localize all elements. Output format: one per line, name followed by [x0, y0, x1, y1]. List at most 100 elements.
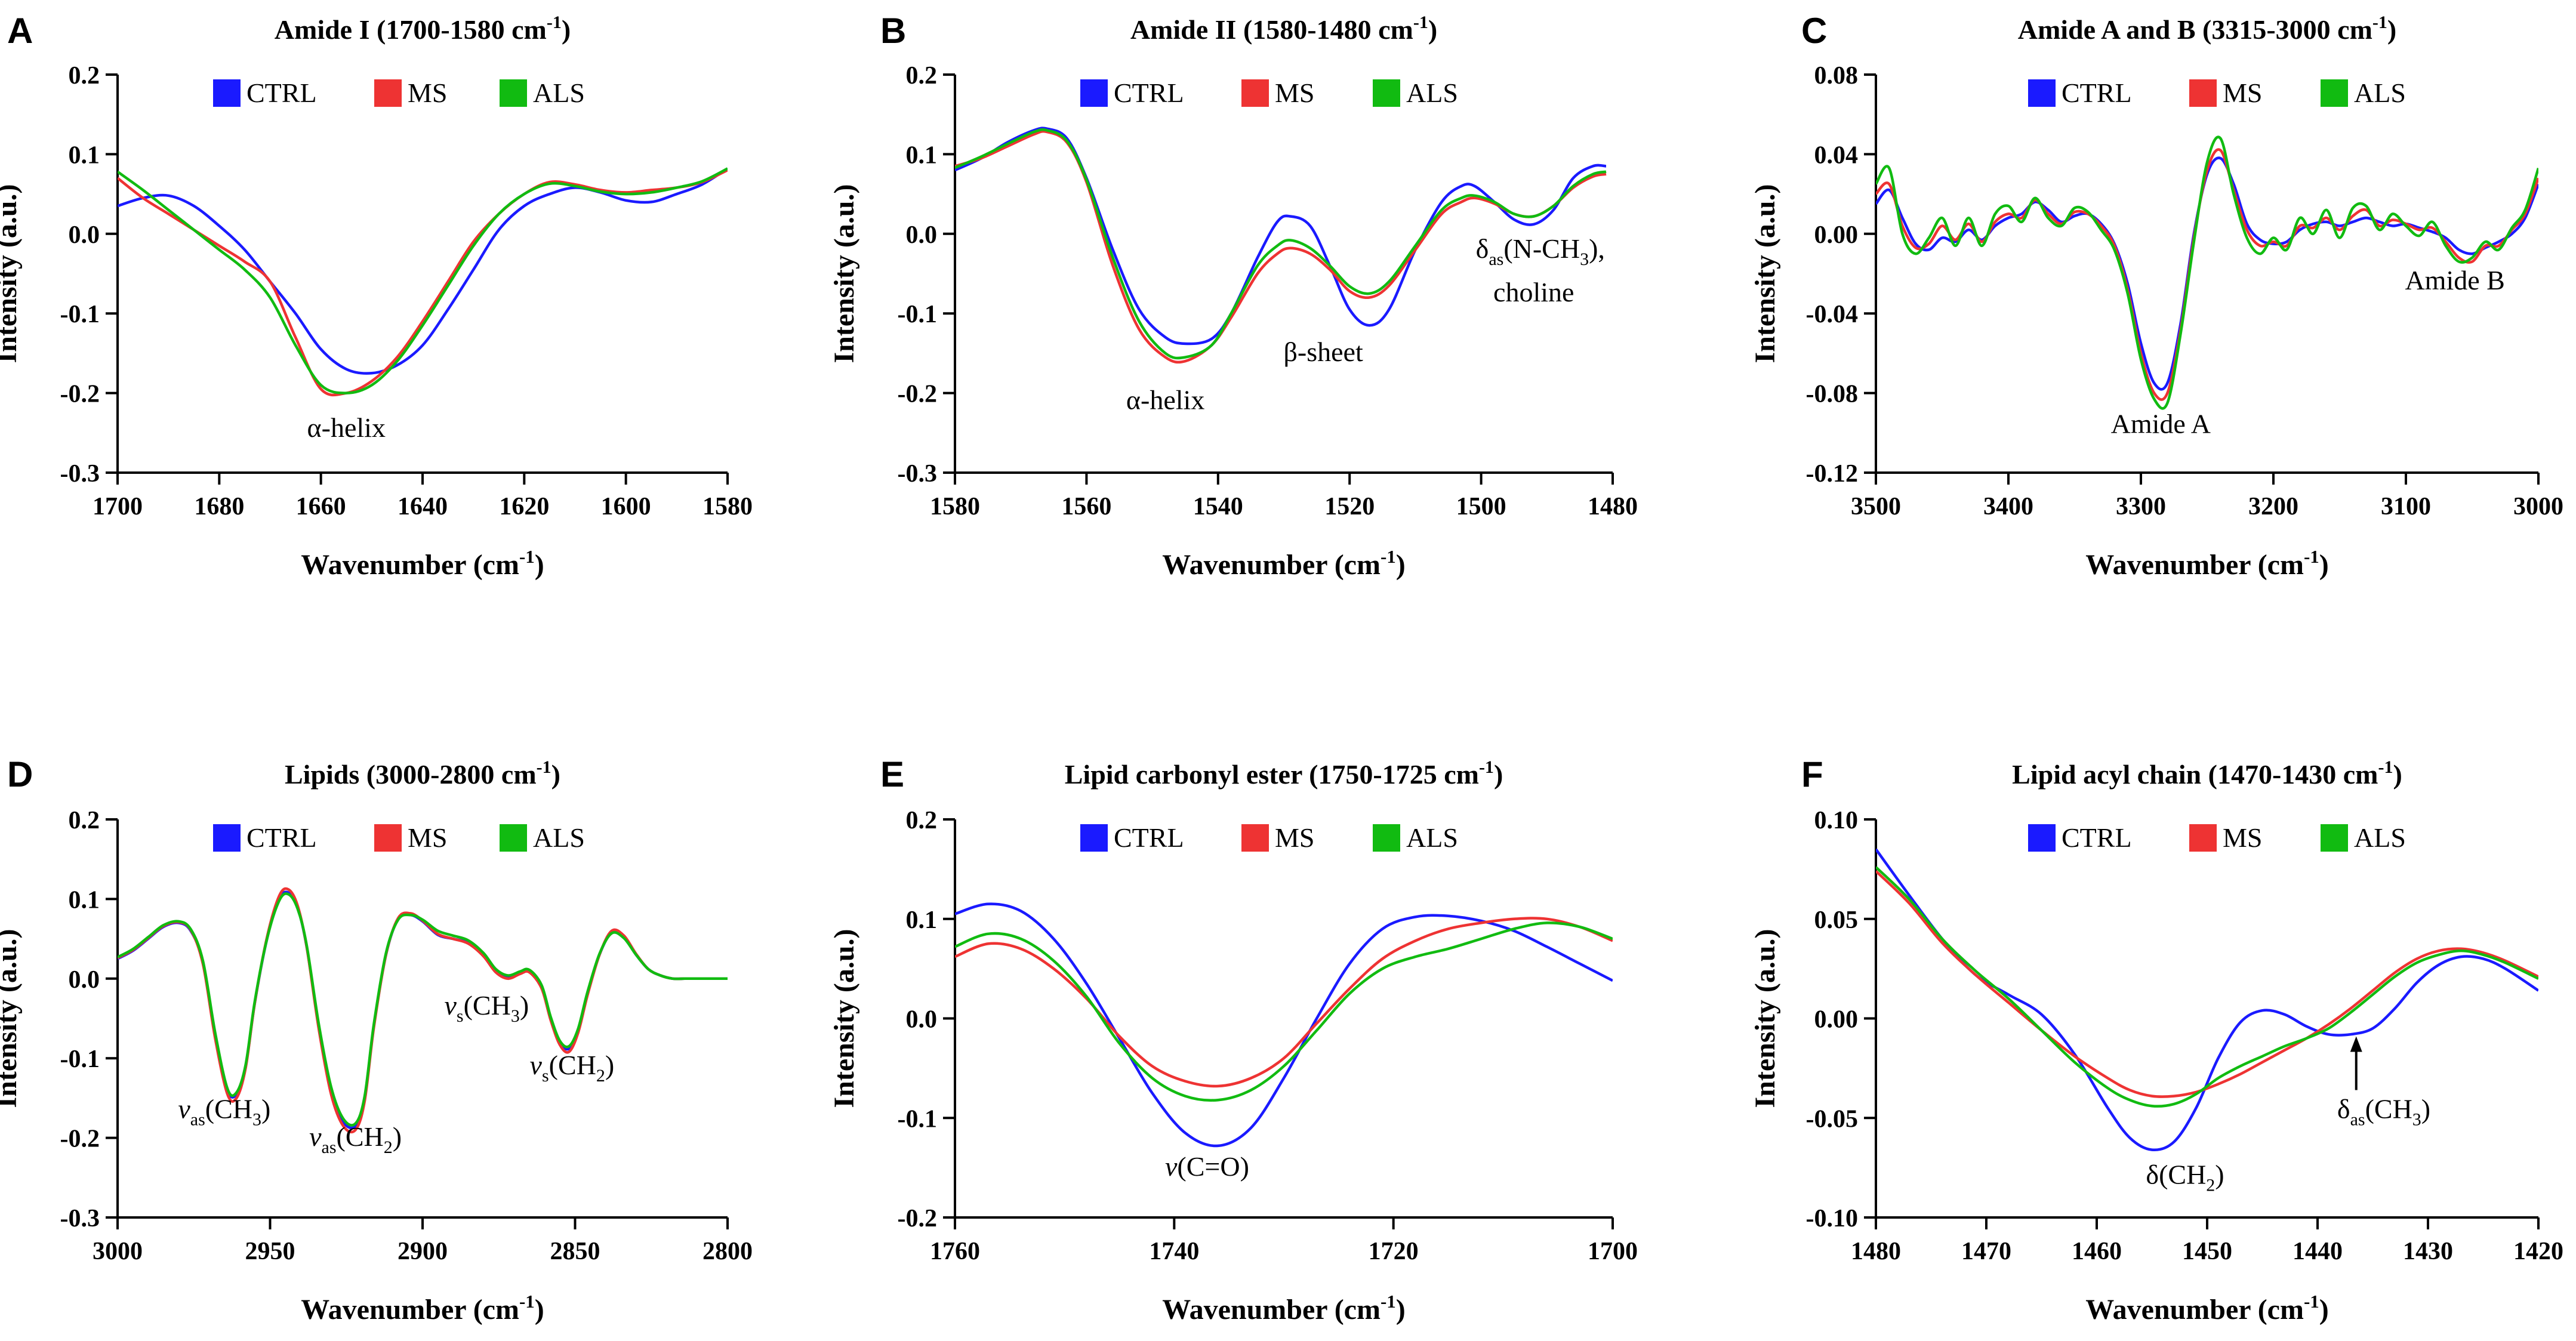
panel-letter: F: [1801, 754, 1823, 794]
y-tick-label: 0.2: [906, 62, 938, 90]
series-line-ms: [1876, 870, 2538, 1098]
y-axis-label: Intensity (a.u.): [1749, 184, 1781, 363]
legend-swatch-als: [2321, 824, 2348, 852]
panel-letter: A: [7, 11, 33, 51]
series-line-ms: [118, 169, 728, 397]
y-tick-label: 0.10: [1814, 807, 1859, 834]
legend-label-ms: MS: [1275, 822, 1314, 853]
legend-swatch-ms: [374, 824, 402, 852]
x-tick-label: 3000: [2513, 493, 2563, 520]
legend-swatch-ms: [2189, 824, 2217, 852]
x-tick-label: 1760: [930, 1238, 980, 1265]
x-tick-label: 1620: [499, 493, 549, 520]
x-tick-label: 1420: [2513, 1238, 2563, 1265]
y-axis-label: Intensity (a.u.): [0, 184, 23, 363]
chart-title: Lipid carbonyl ester (1750-1725 cm-1): [1065, 757, 1503, 790]
y-tick-label: -0.1: [898, 301, 938, 328]
legend-swatch-als: [1373, 824, 1400, 852]
x-axis-label: Wavenumber (cm-1): [2085, 546, 2329, 581]
x-axis-label: Wavenumber (cm-1): [1162, 1291, 1406, 1325]
panel-c: C Amide A and B (3315-3000 cm-1) -0.12 -0.0…: [1749, 11, 2563, 581]
legend-swatch-ms: [1241, 824, 1269, 852]
y-tick-label: -0.2: [60, 1126, 100, 1153]
x-tick-label: 1430: [2403, 1238, 2453, 1265]
legend-swatch-ctrl: [2028, 824, 2056, 852]
legend-swatch-ms: [374, 79, 402, 107]
legend-swatch-ctrl: [1080, 79, 1108, 107]
legend-label-ms: MS: [2223, 822, 2262, 853]
x-axis-label: Wavenumber (cm-1): [1162, 546, 1406, 581]
x-tick-label: 3100: [2381, 493, 2431, 520]
series-line-als: [955, 128, 1607, 360]
y-tick-label: 0.2: [906, 807, 938, 834]
y-tick-label: -0.12: [1806, 460, 1859, 488]
x-tick-label: 3300: [2116, 493, 2166, 520]
y-tick-label: -0.1: [60, 1046, 100, 1073]
y-tick-label: 0.2: [69, 62, 100, 90]
series-line-als: [1876, 135, 2538, 410]
series-line-als: [118, 167, 728, 394]
x-tick-label: 2950: [245, 1238, 295, 1265]
x-tick-label: 1440: [2292, 1238, 2343, 1265]
x-tick-label: 1740: [1149, 1238, 1199, 1265]
y-axis-label: Intensity (a.u.): [828, 929, 860, 1108]
x-tick-label: 1680: [194, 493, 244, 520]
legend-label-als: ALS: [1406, 822, 1458, 853]
series-line-als: [118, 892, 728, 1127]
panel-letter: E: [880, 754, 904, 794]
series-line-ctrl: [1876, 848, 2538, 1152]
x-tick-label: 1700: [93, 493, 143, 520]
annotation: δ(CH2): [2146, 1159, 2224, 1195]
annotation: νas(CH3): [178, 1093, 270, 1129]
panel-e: E Lipid carbonyl ester (1750-1725 cm-1) -0…: [828, 754, 1638, 1325]
x-tick-label: 2800: [702, 1238, 753, 1265]
y-tick-label: 0.1: [69, 886, 100, 914]
y-tick-label: -0.3: [60, 1205, 100, 1232]
legend-label-ctrl: CTRL: [1114, 78, 1184, 108]
legend-swatch-ctrl: [213, 824, 241, 852]
y-tick-label: -0.2: [60, 381, 100, 408]
panel-letter: B: [880, 11, 906, 51]
x-tick-label: 1580: [702, 493, 753, 520]
x-tick-label: 1480: [1851, 1238, 1901, 1265]
legend-swatch-als: [2321, 79, 2348, 107]
x-tick-label: 1450: [2182, 1238, 2232, 1265]
x-tick-label: 3200: [2248, 493, 2298, 520]
y-tick-label: 0.0: [69, 221, 100, 249]
chart-title: Amide II (1580-1480 cm-1): [1130, 13, 1437, 45]
y-tick-label: -0.3: [898, 460, 938, 488]
legend-label-ctrl: CTRL: [246, 78, 317, 108]
y-tick-label: 0.08: [1814, 62, 1859, 90]
legend-label-als: ALS: [2354, 78, 2406, 108]
annotation: Amide B: [2405, 265, 2504, 295]
chart-title: Amide I (1700-1580 cm-1): [275, 13, 571, 45]
x-tick-label: 1700: [1588, 1238, 1638, 1265]
y-tick-label: 0.05: [1814, 907, 1859, 934]
series-line-als: [1876, 866, 2538, 1108]
annotation: α-helix: [1126, 384, 1204, 415]
annotation: δas(CH3): [2337, 1093, 2430, 1129]
y-tick-label: 0.00: [1814, 1006, 1859, 1034]
annotation-arrowhead: [2350, 1036, 2362, 1052]
y-tick-label: -0.05: [1806, 1105, 1859, 1133]
legend-swatch-ctrl: [1080, 824, 1108, 852]
x-tick-label: 1500: [1456, 493, 1506, 520]
chart-title: Lipid acyl chain (1470-1430 cm-1): [2012, 757, 2402, 790]
x-tick-label: 1640: [398, 493, 448, 520]
legend-label-als: ALS: [2354, 822, 2406, 853]
legend-label-ctrl: CTRL: [2062, 78, 2132, 108]
legend-label-ms: MS: [2223, 78, 2262, 108]
panel-letter: C: [1801, 11, 1827, 51]
y-tick-label: -0.2: [898, 1205, 938, 1232]
legend-label-ctrl: CTRL: [2062, 822, 2132, 853]
y-tick-label: -0.3: [60, 460, 100, 488]
panel-f: F Lipid acyl chain (1470-1430 cm-1) -0.10 -…: [1749, 754, 2563, 1325]
annotation: νas(CH2): [309, 1121, 402, 1157]
legend-label-als: ALS: [1406, 78, 1458, 108]
legend-label-ms: MS: [1275, 78, 1314, 108]
legend-label-ctrl: CTRL: [1114, 822, 1184, 853]
panel-a: A Amide I (1700-1580 cm-1) -0.3 -0.2 -0.1 0.0…: [0, 11, 753, 581]
y-tick-label: -0.2: [898, 381, 938, 408]
x-tick-label: 1560: [1061, 493, 1111, 520]
y-tick-label: 0.2: [69, 807, 100, 834]
